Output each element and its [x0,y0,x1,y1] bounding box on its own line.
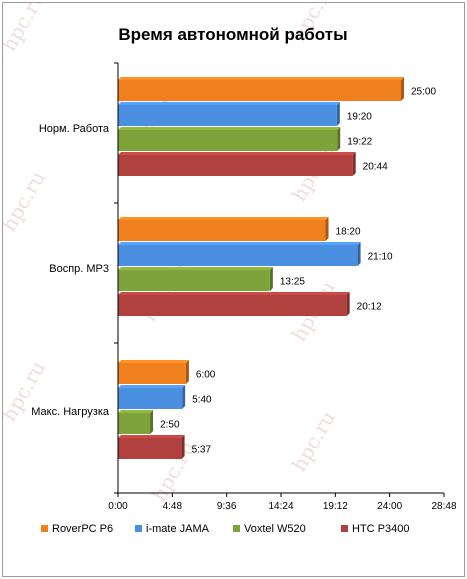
category-label: Норм. Работа [39,123,110,135]
data-label: 13:25 [280,277,305,288]
watermark-text: hpc.ru [3,3,50,56]
bar-top [118,360,189,363]
bar-side [181,435,185,459]
legend-label: Voxtel W520 [244,523,306,535]
bar [118,155,353,176]
category-label: Воспр. MP3 [49,263,109,275]
bar-side [357,242,361,266]
x-tick-label: 28:48 [431,501,456,512]
data-label: 2:50 [160,420,180,431]
data-label: 5:40 [192,395,212,406]
data-label: 19:22 [347,137,372,148]
bar-top [118,217,329,220]
x-tick-label: 14:24 [268,501,293,512]
bar-top [118,102,340,105]
bar-side [346,292,350,316]
x-tick-label: 9:36 [217,501,237,512]
bar [118,80,401,101]
watermark-text: hpc.ru [287,407,341,476]
bar [118,245,358,266]
bar-side [352,152,356,176]
data-label: 19:20 [347,112,372,123]
bar [118,363,186,384]
bar-top [118,152,356,155]
bar-top [118,385,186,388]
x-tick-label: 19:12 [323,501,348,512]
bar-side [337,127,341,151]
x-tick-label: 0:00 [108,501,128,512]
legend-label: i-mate JAMA [146,523,210,535]
legend-swatch [135,525,142,532]
bar-side [182,385,186,409]
bar-top [118,292,350,295]
bar [118,105,337,126]
bar-side [269,267,273,291]
bar-top [118,410,154,413]
data-label: 18:20 [336,227,361,238]
bar-side [336,102,340,126]
chart-title: Время автономной работы [118,25,347,44]
legend-swatch [233,525,240,532]
legend-label: HTC P3400 [352,523,409,535]
bar [118,295,347,316]
bar [118,270,270,291]
bar-top [118,435,185,438]
legend-swatch [41,525,48,532]
bar-top [118,127,341,130]
bar-top [118,77,404,80]
category-label: Макс. Нагрузка [31,406,110,418]
bar-side [185,360,189,384]
data-label: 6:00 [196,370,216,381]
x-tick-label: 24:00 [377,501,402,512]
axes-layer: 0:00 4:48 9:36 14:24 19:12 24:00 28:48 [108,62,457,512]
data-label: 20:12 [357,302,382,313]
bar-side [325,217,329,241]
bar [118,388,183,409]
bars-layer: Норм. Работа 25:00 19:20 19:22 20:44 Воспр. M… [31,77,436,459]
legend-swatch [341,525,348,532]
bar [118,438,182,459]
x-tick-label: 4:48 [163,501,183,512]
bar [118,413,151,434]
watermark-text: hpc.ru [3,167,50,236]
data-label: 21:10 [368,252,393,263]
legend-label: RoverPC P6 [52,523,113,535]
bar [118,130,338,151]
bar-side [400,77,404,101]
legend: RoverPC P6 i-mate JAMA Voxtel W520 HTC P340… [41,523,409,535]
bar [118,220,326,241]
data-label: 25:00 [411,87,436,98]
data-label: 5:37 [192,445,212,456]
bar-top [118,242,361,245]
data-label: 20:44 [363,162,388,173]
bar-top [118,267,273,270]
bar-side [150,410,154,434]
